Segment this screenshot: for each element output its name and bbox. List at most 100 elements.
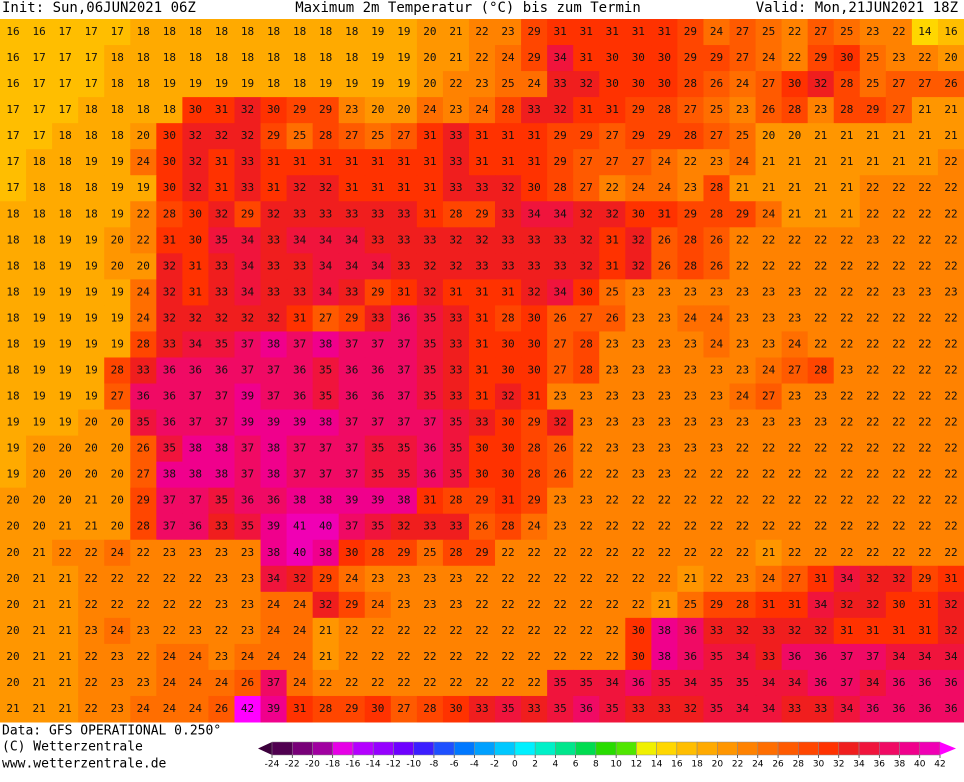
temperature-label: 24 bbox=[527, 520, 541, 533]
temperature-cell bbox=[312, 461, 340, 489]
temperature-label: 23 bbox=[554, 494, 567, 507]
temperature-cell bbox=[807, 19, 835, 46]
temperature-cell bbox=[755, 565, 783, 593]
temperature-label: 32 bbox=[423, 285, 436, 298]
temperature-cell bbox=[260, 409, 288, 437]
temperature-label: 18 bbox=[6, 390, 19, 403]
temperature-label: 30 bbox=[267, 103, 280, 116]
temperature-label: 32 bbox=[632, 233, 645, 246]
temperature-label: 22 bbox=[840, 337, 853, 350]
temperature-cell bbox=[859, 617, 887, 645]
temperature-cell bbox=[547, 19, 574, 46]
temperature-label: 24 bbox=[293, 650, 307, 663]
colorbar-above bbox=[940, 742, 956, 755]
temperature-cell bbox=[599, 617, 626, 645]
temperature-label: 25 bbox=[501, 77, 514, 90]
temperature-label: 19 bbox=[59, 416, 72, 429]
temperature-label: 25 bbox=[423, 546, 436, 559]
temperature-cell bbox=[78, 695, 105, 723]
temperature-label: 36 bbox=[241, 494, 254, 507]
temperature-label: 32 bbox=[840, 598, 853, 611]
temperature-label: 34 bbox=[762, 676, 776, 689]
temperature-cell bbox=[468, 253, 496, 280]
temperature-cell bbox=[599, 409, 626, 437]
temperature-label: 24 bbox=[658, 181, 672, 194]
temperature-cell bbox=[416, 45, 444, 72]
temperature-label: 28 bbox=[684, 129, 697, 142]
temperature-label: 18 bbox=[59, 181, 72, 194]
temperature-cell bbox=[547, 71, 574, 98]
temperature-cell bbox=[260, 513, 288, 541]
temperature-cell bbox=[937, 71, 964, 98]
temperature-label: 21 bbox=[892, 155, 905, 168]
colorbar-box bbox=[676, 741, 698, 756]
temperature-label: 19 bbox=[32, 337, 45, 350]
temperature-label: 37 bbox=[371, 416, 384, 429]
temperature-label: 28 bbox=[554, 181, 567, 194]
temperature-label: 24 bbox=[710, 337, 724, 350]
temperature-cell bbox=[625, 201, 652, 228]
temperature-cell bbox=[859, 253, 887, 280]
temperature-label: 22 bbox=[527, 598, 540, 611]
temperature-label: 23 bbox=[632, 337, 645, 350]
colorbar-box bbox=[453, 741, 475, 756]
temperature-label: 24 bbox=[163, 702, 177, 715]
temperature-label: 34 bbox=[840, 572, 854, 585]
temperature-cell bbox=[573, 201, 600, 228]
temperature-cell bbox=[573, 227, 600, 254]
temperature-cell bbox=[807, 461, 835, 489]
temperature-label: 31 bbox=[918, 598, 931, 611]
temperature-label: 37 bbox=[866, 650, 879, 663]
temperature-cell bbox=[468, 149, 496, 176]
temperature-label: 29 bbox=[918, 572, 931, 585]
temperature-label: 24 bbox=[267, 650, 281, 663]
temperature-cell bbox=[442, 669, 470, 697]
temperature-label: 34 bbox=[918, 650, 932, 663]
temperature-label: 34 bbox=[371, 259, 385, 272]
temperature-cell bbox=[338, 331, 366, 358]
temperature-label: 22 bbox=[606, 650, 619, 663]
temperature-cell bbox=[859, 487, 887, 515]
temperature-cell bbox=[52, 175, 79, 202]
temperature-cell bbox=[755, 695, 783, 723]
temperature-cell bbox=[364, 513, 392, 541]
temperature-label: 22 bbox=[892, 390, 905, 403]
temperature-label: 32 bbox=[606, 207, 619, 220]
temperature-label: 22 bbox=[840, 233, 853, 246]
temperature-cell bbox=[78, 19, 105, 46]
temperature-cell bbox=[521, 409, 548, 437]
temperature-label: 18 bbox=[32, 181, 45, 194]
temperature-label: 18 bbox=[215, 25, 228, 38]
temperature-cell bbox=[182, 357, 209, 385]
temperature-label: 31 bbox=[501, 285, 514, 298]
temperature-cell bbox=[0, 461, 27, 489]
temperature-cell bbox=[911, 19, 939, 46]
temperature-cell bbox=[442, 695, 470, 723]
temperature-cell bbox=[911, 669, 939, 697]
temperature-cell bbox=[26, 279, 53, 306]
temperature-label: 35 bbox=[319, 390, 332, 403]
temperature-cell bbox=[729, 539, 757, 567]
temperature-cell bbox=[833, 45, 861, 72]
temperature-cell bbox=[911, 279, 939, 306]
temperature-cell bbox=[312, 643, 340, 671]
temperature-label: 20 bbox=[788, 129, 801, 142]
temperature-cell bbox=[729, 695, 757, 723]
temperature-label: 31 bbox=[580, 25, 593, 38]
temperature-cell bbox=[937, 591, 964, 619]
temperature-cell bbox=[599, 513, 626, 541]
temperature-label: 39 bbox=[267, 702, 280, 715]
temperature-label: 35 bbox=[423, 337, 436, 350]
temperature-cell bbox=[130, 617, 157, 645]
temperature-cell bbox=[416, 409, 444, 437]
temperature-cell bbox=[338, 513, 366, 541]
temperature-label: 22 bbox=[944, 207, 957, 220]
temperature-cell bbox=[495, 669, 522, 697]
temperature-label: 22 bbox=[788, 259, 801, 272]
temperature-label: 30 bbox=[632, 207, 645, 220]
temperature-cell bbox=[885, 669, 913, 697]
temperature-cell bbox=[104, 331, 131, 358]
temperature-cell bbox=[807, 565, 835, 593]
temperature-label: 37 bbox=[215, 416, 228, 429]
temperature-cell bbox=[364, 383, 392, 411]
